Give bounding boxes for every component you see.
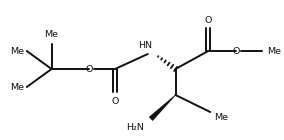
- Text: H₂N: H₂N: [126, 123, 144, 132]
- Text: Me: Me: [214, 113, 228, 122]
- Text: Me: Me: [267, 46, 281, 55]
- Text: Me: Me: [10, 46, 24, 55]
- Text: O: O: [232, 46, 240, 55]
- Text: O: O: [85, 65, 93, 74]
- Text: HN: HN: [138, 40, 152, 50]
- Text: O: O: [204, 16, 212, 24]
- Text: O: O: [111, 96, 119, 106]
- Text: Me: Me: [10, 82, 24, 92]
- Polygon shape: [149, 95, 176, 121]
- Text: Me: Me: [45, 30, 59, 39]
